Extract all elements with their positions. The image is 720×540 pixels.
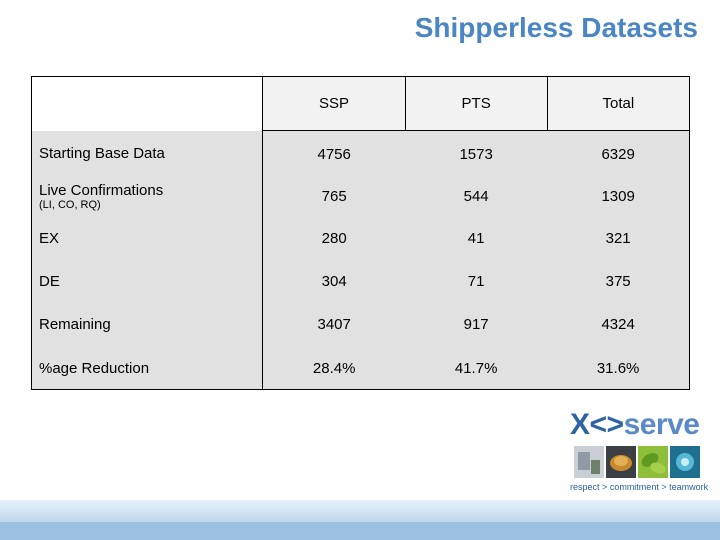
datasets-table: SSP PTS Total Starting Base Data 4756 15…	[31, 76, 691, 390]
table-row: EX 280 41 321	[32, 215, 690, 261]
cell-pts: 41	[467, 229, 485, 247]
footer-stripe	[0, 522, 720, 540]
cell-total: 321	[605, 229, 631, 247]
logo-tagline: respect > commitment > teamwork	[570, 482, 708, 492]
tagline-separator: >	[661, 482, 667, 492]
table-row: Live Confirmations (LI, CO, RQ) 765 544 …	[32, 177, 690, 215]
header-pts: PTS	[404, 76, 548, 131]
cell-total: 1309	[601, 187, 635, 205]
footer-band	[0, 500, 720, 540]
table-row: %age Reduction 28.4% 41.7% 31.6%	[32, 347, 690, 390]
photo-network-icon	[670, 446, 700, 478]
cell-total: 4324	[601, 315, 635, 333]
cell-ssp: 280	[262, 215, 406, 261]
cell-total: 6329	[601, 145, 635, 163]
table-row: Starting Base Data 4756 1573 6329	[32, 130, 690, 178]
row-sublabel: (LI, CO, RQ)	[39, 198, 101, 211]
slide-title: Shipperless Datasets	[414, 12, 698, 43]
row-label-text: DE	[39, 272, 60, 290]
xoserve-logo: X<>serve respect > commitment > teamwork	[570, 408, 708, 494]
header-blank-cell	[31, 76, 263, 131]
row-label: Live Confirmations (LI, CO, RQ)	[32, 177, 263, 215]
cell-pts: 544	[463, 187, 489, 205]
cell-ssp: 765	[262, 177, 406, 215]
cell-ssp: 4756	[262, 130, 406, 177]
cell-ssp: 3407	[262, 301, 406, 347]
cell-total: 31.6%	[596, 359, 640, 377]
photo-tools-icon	[574, 446, 604, 478]
row-label-text: Starting Base Data	[39, 145, 165, 163]
logo-wordmark: X<>serve	[570, 408, 700, 442]
row-label: Starting Base Data	[32, 131, 263, 178]
row-label: %age Reduction	[32, 347, 263, 390]
row-label: DE	[32, 261, 263, 301]
cell-pts: 41.7%	[454, 359, 498, 377]
row-label-text: %age Reduction	[39, 359, 150, 377]
table-header-row: SSP PTS Total	[31, 76, 691, 131]
photo-gauge-icon	[606, 446, 636, 478]
photo-leaf-icon	[638, 446, 668, 478]
cell-total: 375	[605, 272, 631, 290]
table-row: DE 304 71 375	[32, 261, 690, 301]
tagline-commitment: commitment	[609, 482, 659, 492]
row-label: EX	[32, 215, 263, 261]
logo-wordmark-x: X<>	[570, 408, 624, 441]
logo-wordmark-serve: serve	[623, 408, 700, 441]
row-label-text: EX	[39, 229, 60, 247]
row-label-text: Live Confirmations	[39, 181, 164, 199]
tagline-teamwork: teamwork	[669, 482, 709, 492]
row-label: Remaining	[32, 301, 263, 347]
row-label-text: Remaining	[39, 315, 111, 333]
logo-photo-strip	[574, 446, 702, 480]
cell-pts: 917	[463, 315, 489, 333]
cell-ssp: 304	[262, 261, 406, 301]
cell-pts: 1573	[459, 145, 493, 163]
tagline-separator: >	[602, 482, 608, 492]
table-row: Remaining 3407 917 4324	[32, 301, 690, 347]
cell-ssp: 28.4%	[262, 347, 406, 390]
cell-pts: 71	[467, 272, 485, 290]
tagline-respect: respect	[570, 482, 600, 492]
header-ssp: SSP	[262, 76, 406, 131]
header-total: Total	[546, 76, 691, 131]
